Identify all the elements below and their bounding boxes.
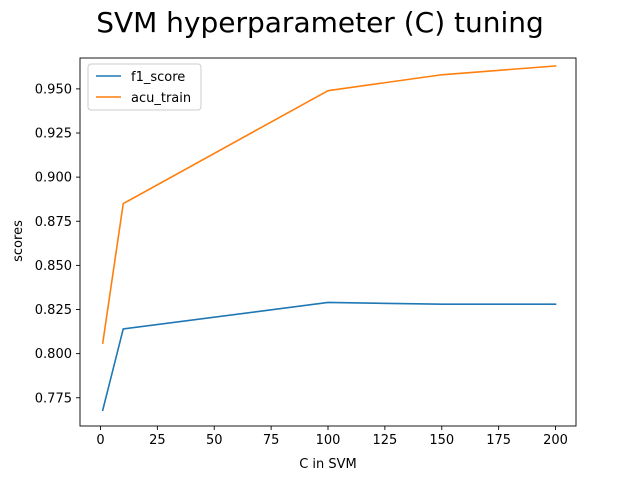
y-tick-label: 0.925 bbox=[35, 127, 72, 142]
x-tick-label: 50 bbox=[206, 433, 223, 448]
x-tick-label: 150 bbox=[429, 433, 454, 448]
y-tick-label: 0.775 bbox=[35, 391, 72, 406]
x-tick-label: 200 bbox=[543, 433, 568, 448]
y-axis-label: scores bbox=[11, 220, 26, 262]
x-axis-label: C in SVM bbox=[299, 457, 357, 472]
legend: f1_score acu_train bbox=[87, 63, 202, 111]
chart-title: SVM hyperparameter (C) tuning bbox=[96, 6, 544, 39]
y-tick-label: 0.950 bbox=[35, 82, 72, 97]
x-tick-label: 175 bbox=[486, 433, 511, 448]
x-tick-label: 25 bbox=[149, 433, 166, 448]
y-axis: 0.775 0.800 0.825 0.850 0.875 0.900 0.925 0.950 bbox=[35, 82, 80, 406]
x-tick-label: 125 bbox=[372, 433, 397, 448]
x-tick-label: 75 bbox=[263, 433, 280, 448]
y-tick-label: 0.900 bbox=[35, 171, 72, 186]
plot-background bbox=[80, 58, 576, 426]
x-axis: 0 25 50 75 100 125 150 175 200 bbox=[96, 426, 568, 448]
legend-label-f1_score: f1_score bbox=[131, 70, 185, 85]
plot-area bbox=[79, 57, 577, 427]
x-tick-label: 0 bbox=[96, 433, 104, 448]
legend-label-acu_train: acu_train bbox=[131, 91, 191, 106]
y-tick-label: 0.825 bbox=[35, 303, 72, 318]
y-tick-label: 0.850 bbox=[35, 259, 72, 274]
series-line-acu_train bbox=[101, 65, 557, 344]
y-tick-label: 0.800 bbox=[35, 347, 72, 362]
series-line-f1_score bbox=[101, 301, 557, 412]
x-tick-label: 100 bbox=[316, 433, 341, 448]
y-tick-label: 0.875 bbox=[35, 215, 72, 230]
